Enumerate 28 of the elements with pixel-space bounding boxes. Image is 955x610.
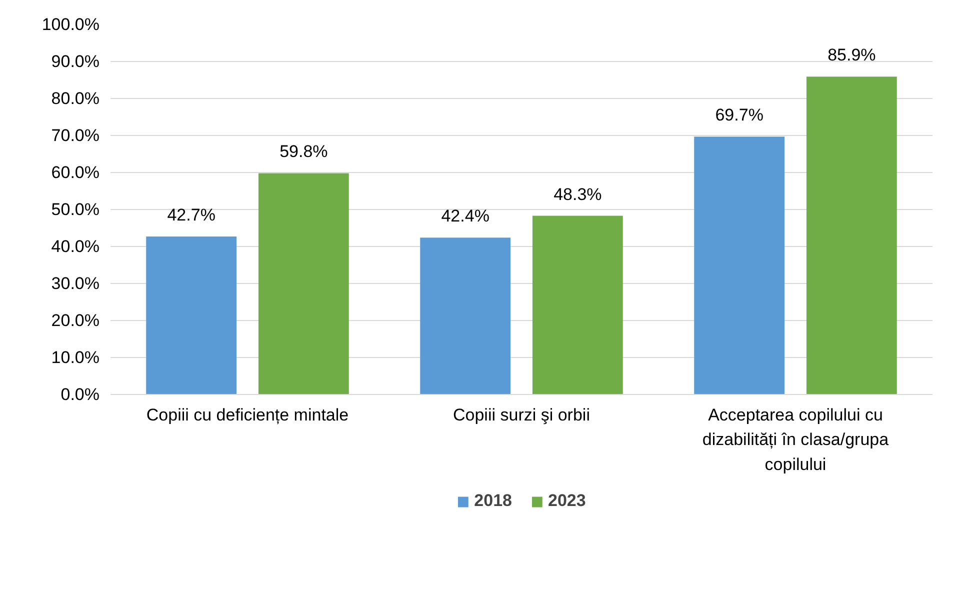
bar xyxy=(694,136,785,394)
data-label: 48.3% xyxy=(554,184,602,204)
y-tick-label: 50.0% xyxy=(51,200,100,219)
bar xyxy=(146,236,237,394)
y-tick-label: 20.0% xyxy=(51,311,100,330)
legend-label: 2018 xyxy=(474,491,512,511)
data-label: 69.7% xyxy=(715,106,764,125)
bar xyxy=(532,216,623,394)
y-tick-label: 80.0% xyxy=(51,89,100,108)
data-label: 42.7% xyxy=(167,206,216,225)
x-tick-label: Acceptarea copilului cu dizabilități în clasa/grupa copilului xyxy=(702,406,890,474)
data-label: 42.4% xyxy=(441,206,490,226)
data-label: 85.9% xyxy=(828,46,876,65)
bar xyxy=(806,76,897,394)
x-tick-label: Copiii cu deficiențe mintale xyxy=(146,406,349,424)
y-tick-label: 90.0% xyxy=(51,52,100,71)
legend-label: 2023 xyxy=(548,491,586,511)
x-tick-label: Copiii surzi şi orbii xyxy=(453,406,590,424)
y-tick-label: 30.0% xyxy=(51,274,100,293)
bar xyxy=(420,238,511,394)
y-tick-label: 70.0% xyxy=(51,126,100,145)
y-tick-label: 60.0% xyxy=(51,163,100,182)
y-tick-label: 10.0% xyxy=(51,348,100,367)
bar xyxy=(258,173,349,394)
y-tick-label: 100.0% xyxy=(42,15,100,34)
y-tick-label: 0.0% xyxy=(60,385,100,404)
data-label: 59.8% xyxy=(280,142,328,162)
y-tick-label: 40.0% xyxy=(51,237,100,256)
